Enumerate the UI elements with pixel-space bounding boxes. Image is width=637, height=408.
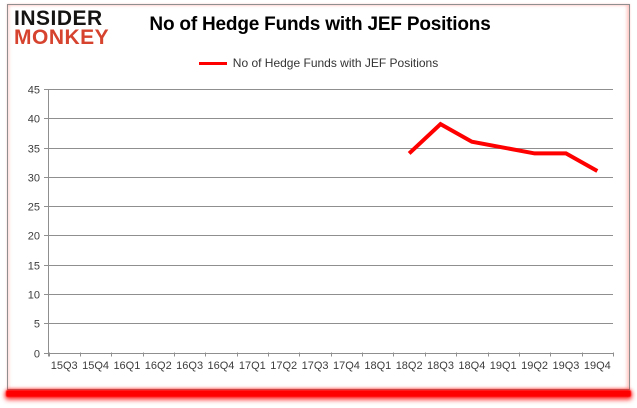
legend: No of Hedge Funds with JEF Positions xyxy=(0,56,637,70)
y-tick-label: 25 xyxy=(28,202,40,214)
x-tick-label: 17Q3 xyxy=(302,360,329,372)
insider-monkey-logo: INSIDER MONKEY xyxy=(14,7,110,50)
y-tick-label: 10 xyxy=(28,290,40,302)
x-tick-label: 16Q2 xyxy=(145,360,172,372)
x-tick-label: 18Q2 xyxy=(396,360,423,372)
y-tick-label: 45 xyxy=(28,85,40,97)
y-tick-label: 20 xyxy=(28,231,40,243)
bottom-red-border xyxy=(6,390,631,397)
x-tick-label: 16Q4 xyxy=(208,360,235,372)
x-tick-label: 19Q2 xyxy=(521,360,548,372)
x-tick-label: 19Q4 xyxy=(584,360,611,372)
chart-frame xyxy=(7,4,630,390)
x-tick-label: 19Q1 xyxy=(490,360,517,372)
x-tick-label: 16Q1 xyxy=(113,360,140,372)
data-line-series xyxy=(407,121,599,173)
legend-line-swatch xyxy=(198,61,227,65)
x-tick-label: 17Q2 xyxy=(270,360,297,372)
legend-label: No of Hedge Funds with JEF Positions xyxy=(232,56,439,70)
x-tick-label: 15Q3 xyxy=(51,360,78,372)
x-tick-label: 18Q1 xyxy=(364,360,391,372)
y-tick-label: 0 xyxy=(34,349,40,361)
x-tick-label: 18Q3 xyxy=(427,360,454,372)
y-tick-label: 15 xyxy=(28,261,40,273)
x-tick-label: 18Q4 xyxy=(458,360,485,372)
x-tick-label: 16Q3 xyxy=(176,360,203,372)
chart-title: No of Hedge Funds with JEF Positions xyxy=(149,14,491,35)
y-tick-label: 35 xyxy=(28,144,40,156)
logo-word-monkey: MONKEY xyxy=(14,26,110,50)
logo-word-insider: INSIDER xyxy=(14,7,103,30)
x-tick-label: 15Q4 xyxy=(82,360,109,372)
y-tick-label: 40 xyxy=(28,114,40,126)
x-tick-label: 17Q4 xyxy=(333,360,360,372)
x-tick-label: 17Q1 xyxy=(239,360,266,372)
y-tick-label: 5 xyxy=(34,319,40,331)
x-tick-label: 19Q3 xyxy=(552,360,579,372)
y-tick-label: 30 xyxy=(28,173,40,185)
